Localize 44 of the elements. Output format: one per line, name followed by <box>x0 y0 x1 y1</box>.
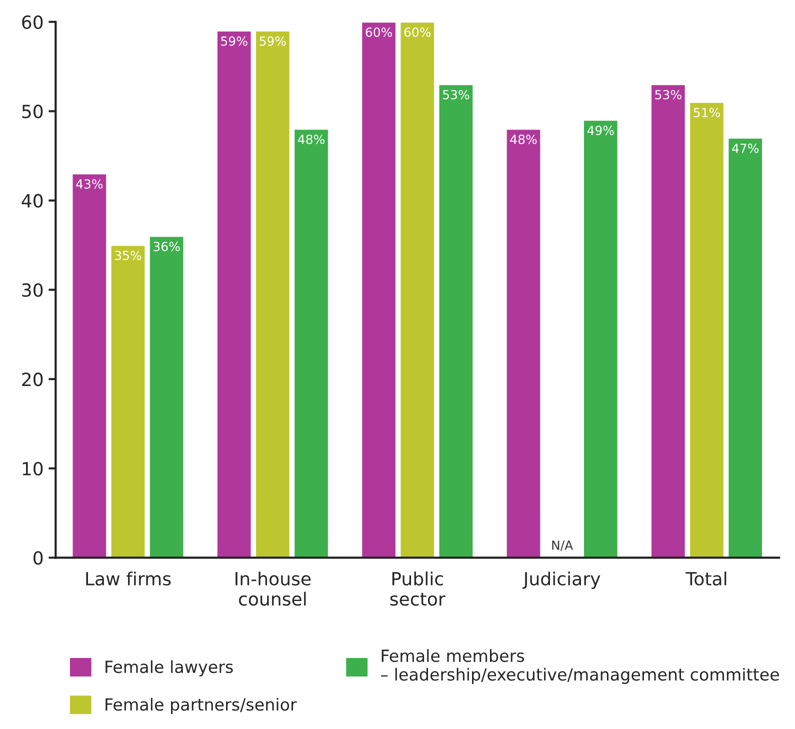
bar <box>505 128 542 558</box>
data-label: 47% <box>732 144 759 153</box>
bar <box>650 84 686 558</box>
data-label: 43% <box>76 179 103 189</box>
bar <box>438 84 474 558</box>
bar <box>71 172 108 558</box>
x-tick-label: Law firms <box>86 572 171 586</box>
bar <box>727 137 764 558</box>
legend-label: Female lawyers <box>106 660 233 676</box>
data-label: 53% <box>655 90 682 100</box>
data-label: 48% <box>510 134 537 144</box>
y-tick-label: 40 <box>22 194 43 208</box>
data-label: 48% <box>298 134 324 144</box>
bar <box>216 30 252 558</box>
text: N/A <box>552 540 574 551</box>
data-label: 35% <box>115 250 142 260</box>
y-tick-label: 50 <box>22 104 43 118</box>
x-tick-label: Public sector <box>390 572 446 606</box>
data-label: 59% <box>260 36 286 46</box>
y-tick-label: 0 <box>34 551 43 565</box>
bar <box>688 102 725 558</box>
y-tick-label: 10 <box>22 462 43 476</box>
data-label: 36% <box>154 242 180 252</box>
data-label: 60% <box>404 27 431 37</box>
bar <box>293 128 330 558</box>
y-tick-label: 20 <box>22 372 43 386</box>
bar <box>110 244 146 558</box>
y-tick-label: 60 <box>22 15 43 29</box>
bar <box>148 236 185 558</box>
bar <box>399 22 436 558</box>
data-label: 59% <box>221 36 248 46</box>
bar <box>360 22 397 558</box>
legend-label: Female partners/senior <box>106 698 297 714</box>
data-label: 60% <box>366 27 392 37</box>
x-tick-label: In-house counsel <box>236 572 311 606</box>
data-label: 49% <box>587 126 614 136</box>
y-tick-label: 30 <box>22 283 43 297</box>
bar <box>254 30 291 558</box>
x-tick-label: Judiciary <box>522 572 600 590</box>
data-label: 53% <box>443 90 470 100</box>
x-tick-label: Total <box>686 572 726 586</box>
legend-label: Female members – leadership/executive/management committee <box>381 649 779 684</box>
bar <box>582 119 619 558</box>
data-label: 51% <box>694 108 720 118</box>
